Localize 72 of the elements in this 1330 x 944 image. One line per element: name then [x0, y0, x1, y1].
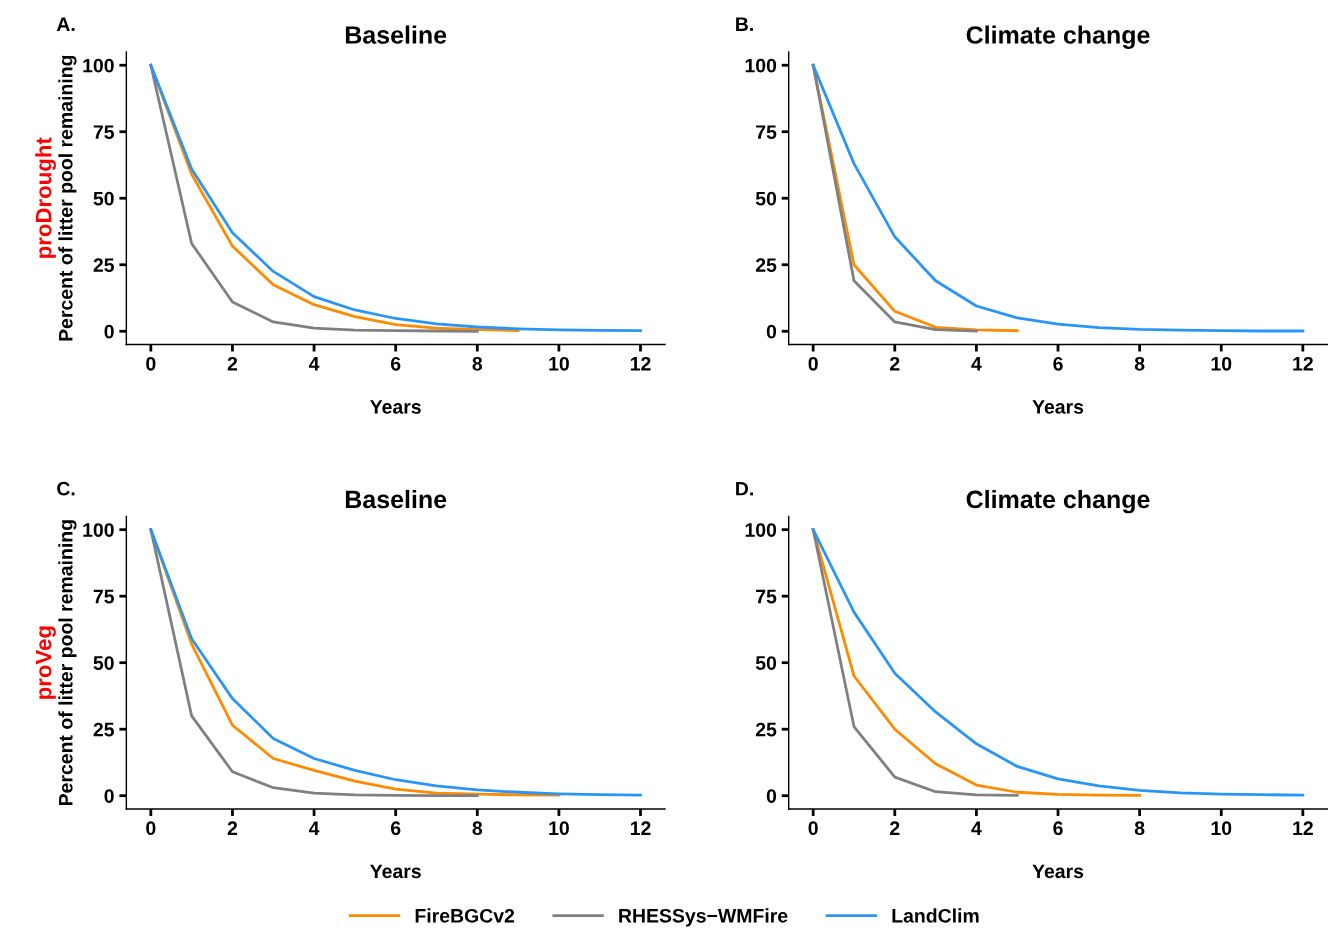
- x-tick-label: 10: [1211, 356, 1232, 371]
- x-tick-label: 6: [390, 356, 401, 371]
- line-series: [811, 63, 1305, 333]
- x-tick-label: 4: [308, 821, 320, 835]
- chart-title: Baseline: [345, 489, 447, 509]
- x-tick-label: 10: [549, 356, 569, 371]
- y-tick-label: 75: [93, 125, 114, 139]
- y-axis-title: Percent of litter pool remaining: [58, 520, 77, 806]
- x-tick-label: 8: [1134, 356, 1145, 371]
- x-tick-label: 2: [890, 821, 900, 835]
- x-tick-label: 8: [472, 821, 483, 836]
- legend-label: FireBGCv2: [415, 908, 515, 923]
- text: D.: [736, 481, 753, 496]
- y-tick-label: 50: [755, 656, 777, 670]
- x-tick-label: 8: [472, 356, 483, 371]
- y-tick-label: 50: [755, 191, 777, 206]
- text: B.: [736, 17, 753, 31]
- y-tick-label: 100: [745, 58, 777, 73]
- y-tick-label: 25: [93, 722, 114, 737]
- x-tick-label: 4: [308, 357, 320, 371]
- chart-title: Climate change: [966, 25, 1150, 49]
- y-tick-label: 25: [755, 258, 777, 272]
- y-tick-label: 0: [104, 789, 114, 803]
- y-tick-label: 75: [756, 589, 777, 604]
- x-tick-label: 12: [1293, 356, 1313, 371]
- x-axis-title: Years: [370, 864, 421, 879]
- x-tick-label: 12: [630, 356, 651, 371]
- x-tick-label: 12: [1293, 821, 1313, 835]
- line-series: [149, 63, 642, 333]
- x-tick-label: 4: [971, 821, 982, 835]
- x-tick-label: 0: [808, 356, 818, 371]
- y-tick-label: 25: [93, 258, 114, 272]
- line-series: [811, 528, 1305, 797]
- y-tick-label: 50: [93, 656, 114, 670]
- y-tick-label: 100: [83, 523, 114, 537]
- y-tick-label: 100: [745, 523, 777, 537]
- x-tick-label: 0: [146, 821, 156, 836]
- x-tick-label: 10: [1211, 821, 1232, 836]
- x-tick-label: 10: [549, 821, 569, 836]
- y-tick-label: 100: [83, 58, 114, 73]
- legend-label: RHESSys−WMFire: [619, 908, 788, 927]
- x-tick-label: 6: [390, 821, 401, 836]
- chart-title: Climate change: [966, 489, 1150, 514]
- line-series: [149, 528, 642, 797]
- y-tick-label: 0: [104, 324, 114, 339]
- x-axis-title: Years: [370, 400, 421, 414]
- text: proDrought: [35, 137, 56, 258]
- y-tick-label: 75: [93, 589, 114, 604]
- x-tick-label: 6: [1053, 356, 1063, 371]
- x-axis-title: Years: [1032, 400, 1084, 414]
- x-axis-title: Years: [1032, 864, 1084, 879]
- text: proVeg: [35, 626, 56, 699]
- text: C.: [57, 481, 75, 496]
- x-tick-label: 6: [1053, 821, 1063, 836]
- x-tick-label: 2: [227, 356, 238, 371]
- y-tick-label: 25: [755, 722, 777, 737]
- y-tick-label: 0: [766, 789, 777, 803]
- y-tick-label: 0: [766, 324, 777, 339]
- y-tick-label: 50: [93, 191, 114, 206]
- line-series: [811, 528, 1019, 797]
- x-tick-label: 12: [630, 821, 651, 835]
- x-tick-label: 2: [227, 821, 238, 835]
- y-axis-title: Percent of litter pool remaining: [58, 55, 77, 341]
- y-tick-label: 75: [756, 125, 777, 139]
- chart-title: Baseline: [345, 25, 447, 44]
- legend-label: LandClim: [892, 908, 979, 923]
- text: A.: [56, 17, 75, 31]
- x-tick-label: 2: [890, 356, 900, 371]
- x-tick-label: 0: [146, 356, 156, 371]
- x-tick-label: 8: [1134, 821, 1145, 836]
- x-tick-label: 4: [971, 357, 982, 371]
- x-tick-label: 0: [808, 821, 818, 836]
